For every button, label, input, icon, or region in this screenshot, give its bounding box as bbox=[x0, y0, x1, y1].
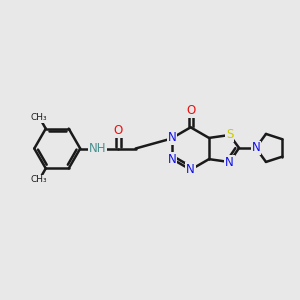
Text: O: O bbox=[113, 124, 122, 137]
Text: N: N bbox=[168, 153, 177, 166]
Text: CH₃: CH₃ bbox=[31, 113, 48, 122]
Text: N: N bbox=[168, 131, 177, 144]
Text: CH₃: CH₃ bbox=[31, 175, 48, 184]
Text: NH: NH bbox=[88, 142, 106, 155]
Text: N: N bbox=[225, 156, 234, 169]
Text: N: N bbox=[186, 163, 195, 176]
Text: O: O bbox=[186, 104, 195, 117]
Text: N: N bbox=[251, 141, 260, 154]
Text: S: S bbox=[226, 128, 233, 142]
